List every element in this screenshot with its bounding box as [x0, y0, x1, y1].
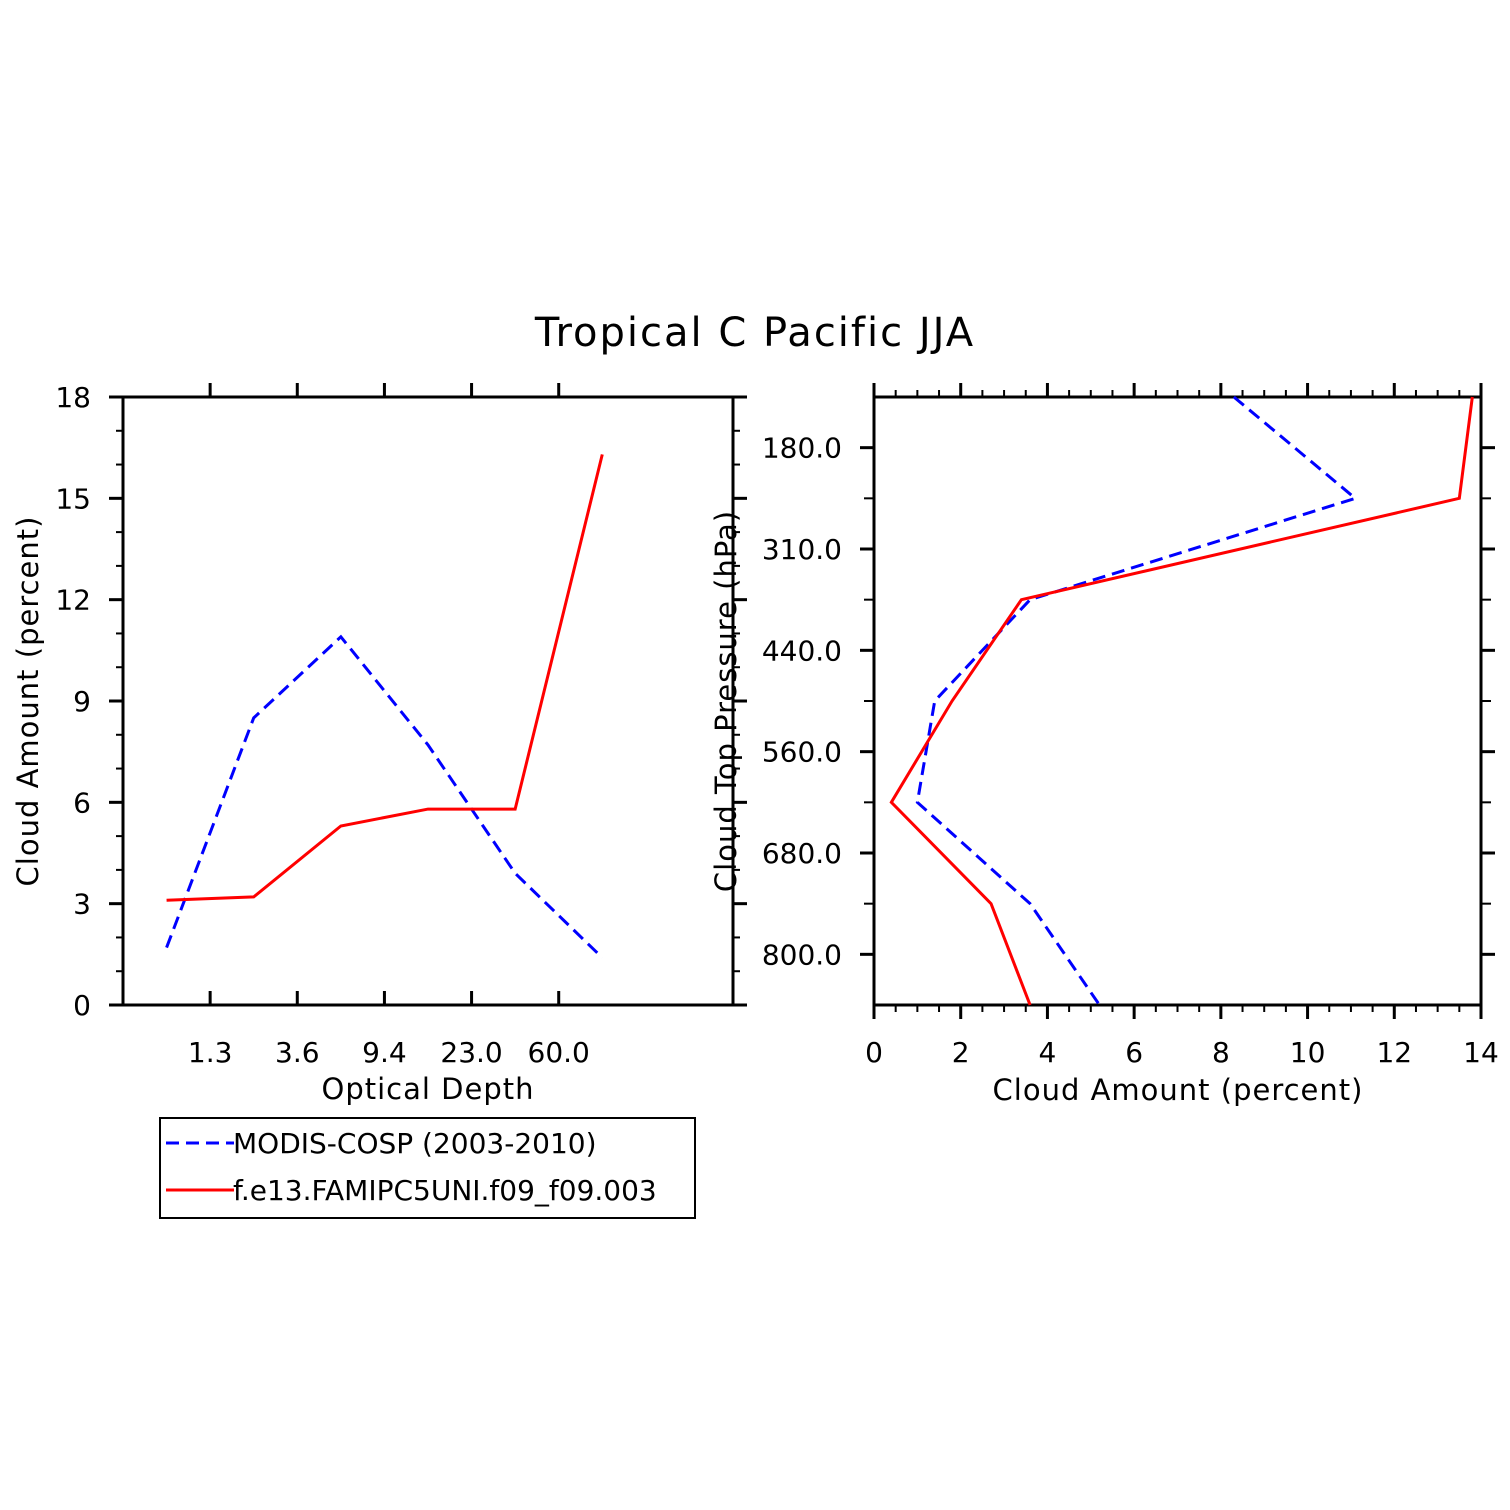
left-y-tick-label: 3: [73, 888, 91, 921]
right-x-tick-label: 8: [1212, 1036, 1230, 1069]
legend-label-obs: MODIS-COSP (2003-2010): [233, 1127, 597, 1160]
right-panel-cloud-top-pressure: 0 2 4 6 8 10 12 14 180.0 310.0 440.0 560.0 680.0 800.…: [709, 383, 1499, 1107]
right-x-tick-label: 14: [1463, 1036, 1499, 1069]
right-y-axis-label: Cloud Top Pressure (hPa): [709, 510, 743, 892]
right-y-tick-label: 800.0: [762, 938, 842, 971]
left-x-tick-label: 3.6: [275, 1036, 320, 1069]
right-series-line-model: [889, 396, 1474, 1006]
right-series-line-obs: [915, 395, 1359, 1006]
figure-title: Tropical C Pacific JJA: [534, 310, 975, 356]
right-x-axis-label: Cloud Amount (percent): [993, 1073, 1364, 1107]
right-series: [889, 395, 1474, 1006]
right-tick-labels: 0 2 4 6 8 10 12 14 180.0 310.0 440.0 560.0 680.0 800.…: [762, 432, 1499, 1069]
right-x-tick-label: 0: [865, 1036, 883, 1069]
legend: MODIS-COSP (2003-2010) f.e13.FAMIPC5UNI.…: [159, 1117, 696, 1219]
right-y-tick-label: 560.0: [762, 736, 842, 769]
left-plot-frame: [121, 395, 735, 1007]
left-y-tick-label: 9: [73, 685, 91, 718]
left-panel-optical-depth: 1.3 3.6 9.4 23.0 60.0 0 3 6 9 12 15 18 Optical Dept…: [11, 381, 747, 1106]
left-y-tick-label: 15: [55, 482, 91, 515]
left-tick-labels: 1.3 3.6 9.4 23.0 60.0 0 3 6 9 12 15 18: [55, 381, 590, 1069]
left-y-tick-label: 0: [73, 989, 91, 1022]
left-series-line-model: [166, 454, 604, 902]
left-y-tick-label: 6: [73, 786, 91, 819]
right-x-tick-label: 10: [1290, 1036, 1326, 1069]
right-y-tick-label: 440.0: [762, 634, 842, 667]
left-series: [165, 454, 604, 959]
right-plot-frame: [872, 395, 1483, 1007]
right-x-tick-label: 12: [1376, 1036, 1412, 1069]
left-y-tick-label: 18: [55, 381, 91, 414]
left-x-tick-label: 60.0: [528, 1036, 590, 1069]
left-x-tick-label: 1.3: [188, 1036, 233, 1069]
left-series-line-obs: [165, 634, 604, 959]
right-x-tick-label: 2: [952, 1036, 970, 1069]
left-y-axis-label: Cloud Amount (percent): [11, 516, 45, 887]
left-x-axis-label: Optical Depth: [322, 1072, 535, 1106]
right-y-tick-label: 180.0: [762, 432, 842, 465]
legend-box: [159, 1117, 696, 1219]
left-x-tick-label: 9.4: [362, 1036, 407, 1069]
left-ticks: [109, 383, 747, 1007]
right-ticks: [860, 383, 1495, 1019]
right-x-tick-label: 4: [1039, 1036, 1057, 1069]
left-y-tick-label: 12: [55, 584, 91, 617]
legend-label-model: f.e13.FAMIPC5UNI.f09_f09.003: [233, 1174, 657, 1207]
right-y-tick-label: 310.0: [762, 533, 842, 566]
right-x-tick-label: 6: [1125, 1036, 1143, 1069]
left-x-tick-label: 23.0: [440, 1036, 502, 1069]
right-y-tick-label: 680.0: [762, 837, 842, 870]
